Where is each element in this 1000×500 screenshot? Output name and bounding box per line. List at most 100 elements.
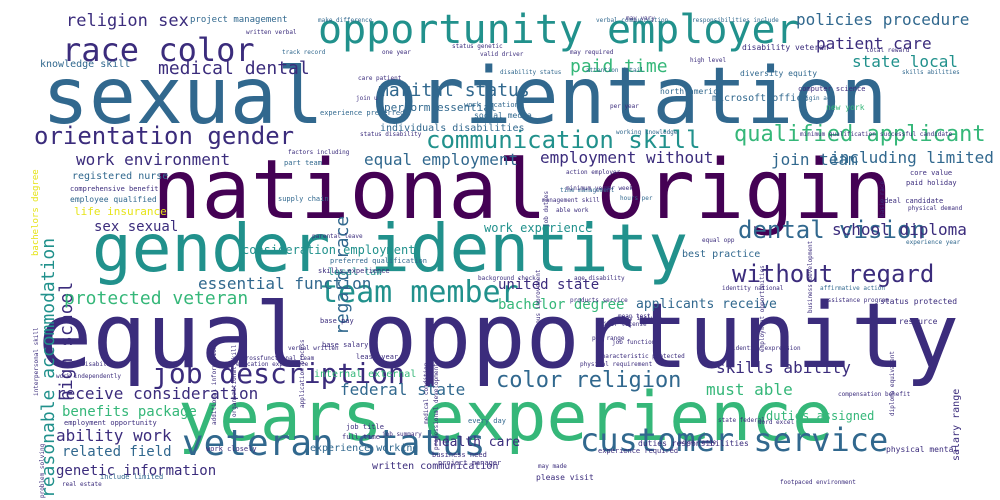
word-pay-range: pay range	[592, 335, 625, 342]
word-job-duties: job duties	[543, 190, 550, 227]
word-work-closely: work closely	[206, 445, 257, 453]
word-affirmative-action: affirmative action	[820, 285, 886, 292]
word-part-team: part team	[284, 159, 322, 167]
word-job-function: job function	[612, 339, 656, 346]
word-status-genetic: status genetic	[452, 43, 503, 50]
word-employment-without: employment without	[540, 148, 714, 167]
word-experience-required: experience required	[598, 447, 679, 455]
word-orientation-gender: orientation gender	[34, 122, 295, 150]
word-paid-time: paid time	[570, 56, 668, 77]
word-word-excel: word excel	[758, 419, 795, 426]
word-social-media: social media	[474, 111, 532, 120]
word-ability-work: ability work	[56, 426, 172, 445]
word-bachelors-degree: bachelors degree	[31, 169, 41, 256]
word-microsoft-office: microsoft office	[712, 93, 809, 104]
word-duties-responsibilities: duties responsibilities	[638, 439, 749, 448]
word-sexual-orientation: sexual orientation	[42, 52, 888, 142]
word-able-work: able work	[556, 207, 589, 214]
word-job-summary: job summary	[382, 431, 422, 438]
word-equal-employment: equal employment	[364, 150, 519, 169]
word-life-insurance: life insurance	[74, 205, 167, 218]
word-valid-driver: valid driver	[480, 51, 524, 58]
word-high-level: high level	[690, 57, 727, 64]
word-preferred-qualification: preferred qualification	[330, 257, 427, 265]
word-best-practice: best practice	[682, 249, 761, 260]
word-identity-expression: identity expression	[732, 345, 801, 352]
word-equal-opportunity: equal opportunity	[38, 284, 960, 389]
word-assistance-program: assistance program	[824, 297, 890, 304]
word-least-year: least year	[356, 353, 399, 361]
word-minimum-year: minimum year	[566, 185, 610, 192]
word-action-employer: action employer	[566, 169, 621, 176]
word-registered-nurse: registered nurse	[72, 171, 169, 182]
word-time-management: time management	[560, 187, 615, 194]
word-without-regard: without regard	[732, 260, 935, 288]
word-local-law: local law	[328, 267, 383, 278]
word-marital-status: marital status	[378, 80, 530, 101]
word-work-experience: work experience	[484, 221, 593, 235]
word-opportunity-employer: opportunity employer	[318, 7, 800, 53]
word-verbal-communication: verbal communication	[596, 17, 669, 24]
word-national-origin: national origin	[152, 143, 893, 238]
word-experience-year: experience year	[906, 239, 961, 246]
word-supply-chain: supply chain	[278, 195, 329, 203]
word-project-management: project management	[190, 15, 288, 25]
word-new-york: new york	[826, 103, 865, 112]
word-state-federal: state federal	[718, 417, 765, 424]
word-comprehensive-benefit: comprehensive benefit	[70, 185, 159, 193]
word-compensation-benefit: compensation benefit	[838, 391, 911, 398]
word-mean-test: mean test	[618, 313, 651, 320]
word-diploma-equivalent: diploma equivalent	[889, 350, 896, 416]
word-knowledge-skill: knowledge skill	[40, 59, 131, 70]
word-genetic-information: genetic information	[56, 463, 217, 479]
word-experience-preferred: experience preferred	[320, 109, 405, 117]
word-join-u: join u	[356, 95, 378, 102]
word-color-religion: color religion	[496, 368, 682, 393]
word-experience-working: experience working	[310, 443, 419, 454]
word-base-pay: base pay	[320, 317, 354, 325]
word-computer-science: computer science	[798, 85, 866, 93]
word-characteristic-protected: characteristic protected	[598, 353, 685, 360]
word-attention-detail: attention detail	[586, 67, 644, 74]
word-disability-veteran: disability veteran	[742, 43, 829, 52]
word-qualified-applicant: qualified applicant	[734, 122, 986, 147]
word-wide-range: wide range	[680, 439, 717, 446]
word-communication-skill: communication skill	[426, 126, 701, 154]
word-basis-race: basis race	[879, 180, 886, 217]
word-management-skill: management skill	[542, 197, 600, 204]
word-work-independently: work independently	[56, 373, 122, 380]
word-full-time: full time	[342, 433, 380, 441]
word-essential-function: essential function	[198, 274, 372, 293]
word-federal-state: federal state	[340, 380, 466, 399]
word-policies-procedure: policies procedure	[796, 10, 970, 29]
word-skills-abilities: skills abilities	[902, 69, 960, 76]
word-equal-opp: equal opp	[702, 237, 735, 244]
word-related-field: related field	[62, 444, 172, 460]
word-business-need: business need	[432, 451, 487, 459]
word-religion-sex: religion sex	[66, 11, 189, 31]
word-interpersonal-skill: interpersonal skill	[33, 326, 40, 396]
word-diversity-equity: diversity equity	[740, 69, 818, 78]
word-real-estate: real estate	[62, 481, 102, 488]
word-professional-development: professional development	[433, 363, 440, 450]
word-job-description: job description	[152, 357, 405, 390]
word-health-care: health care	[434, 435, 521, 450]
word-education-experience: education experience	[236, 361, 309, 368]
word-business-development: business development	[807, 240, 814, 314]
word-products-service: products service	[570, 297, 628, 304]
word-every-day: every day	[468, 417, 506, 425]
word-veteran-status: veteran status	[182, 423, 486, 464]
word-employee-qualified: employee qualified	[70, 195, 157, 204]
word-per-year: per year	[610, 103, 639, 110]
word-working-knowledge: working knowledge	[616, 129, 678, 136]
word-include-limited: include limited	[100, 473, 164, 481]
word-total-reward: total reward	[866, 47, 910, 54]
word-united-state: united state	[498, 277, 600, 293]
word-minimum-qualification: minimum qualification	[800, 131, 876, 138]
word-background-check: background check	[478, 275, 536, 282]
word-dental-vision: dental vision	[738, 216, 926, 244]
word-employment-opportunity: employment opportunity	[64, 419, 157, 427]
word-bachelor-degree: bachelor degree	[498, 297, 625, 313]
word-physical-mental: physical mental	[886, 445, 959, 454]
word-skills-experience: skills experience	[318, 267, 390, 275]
